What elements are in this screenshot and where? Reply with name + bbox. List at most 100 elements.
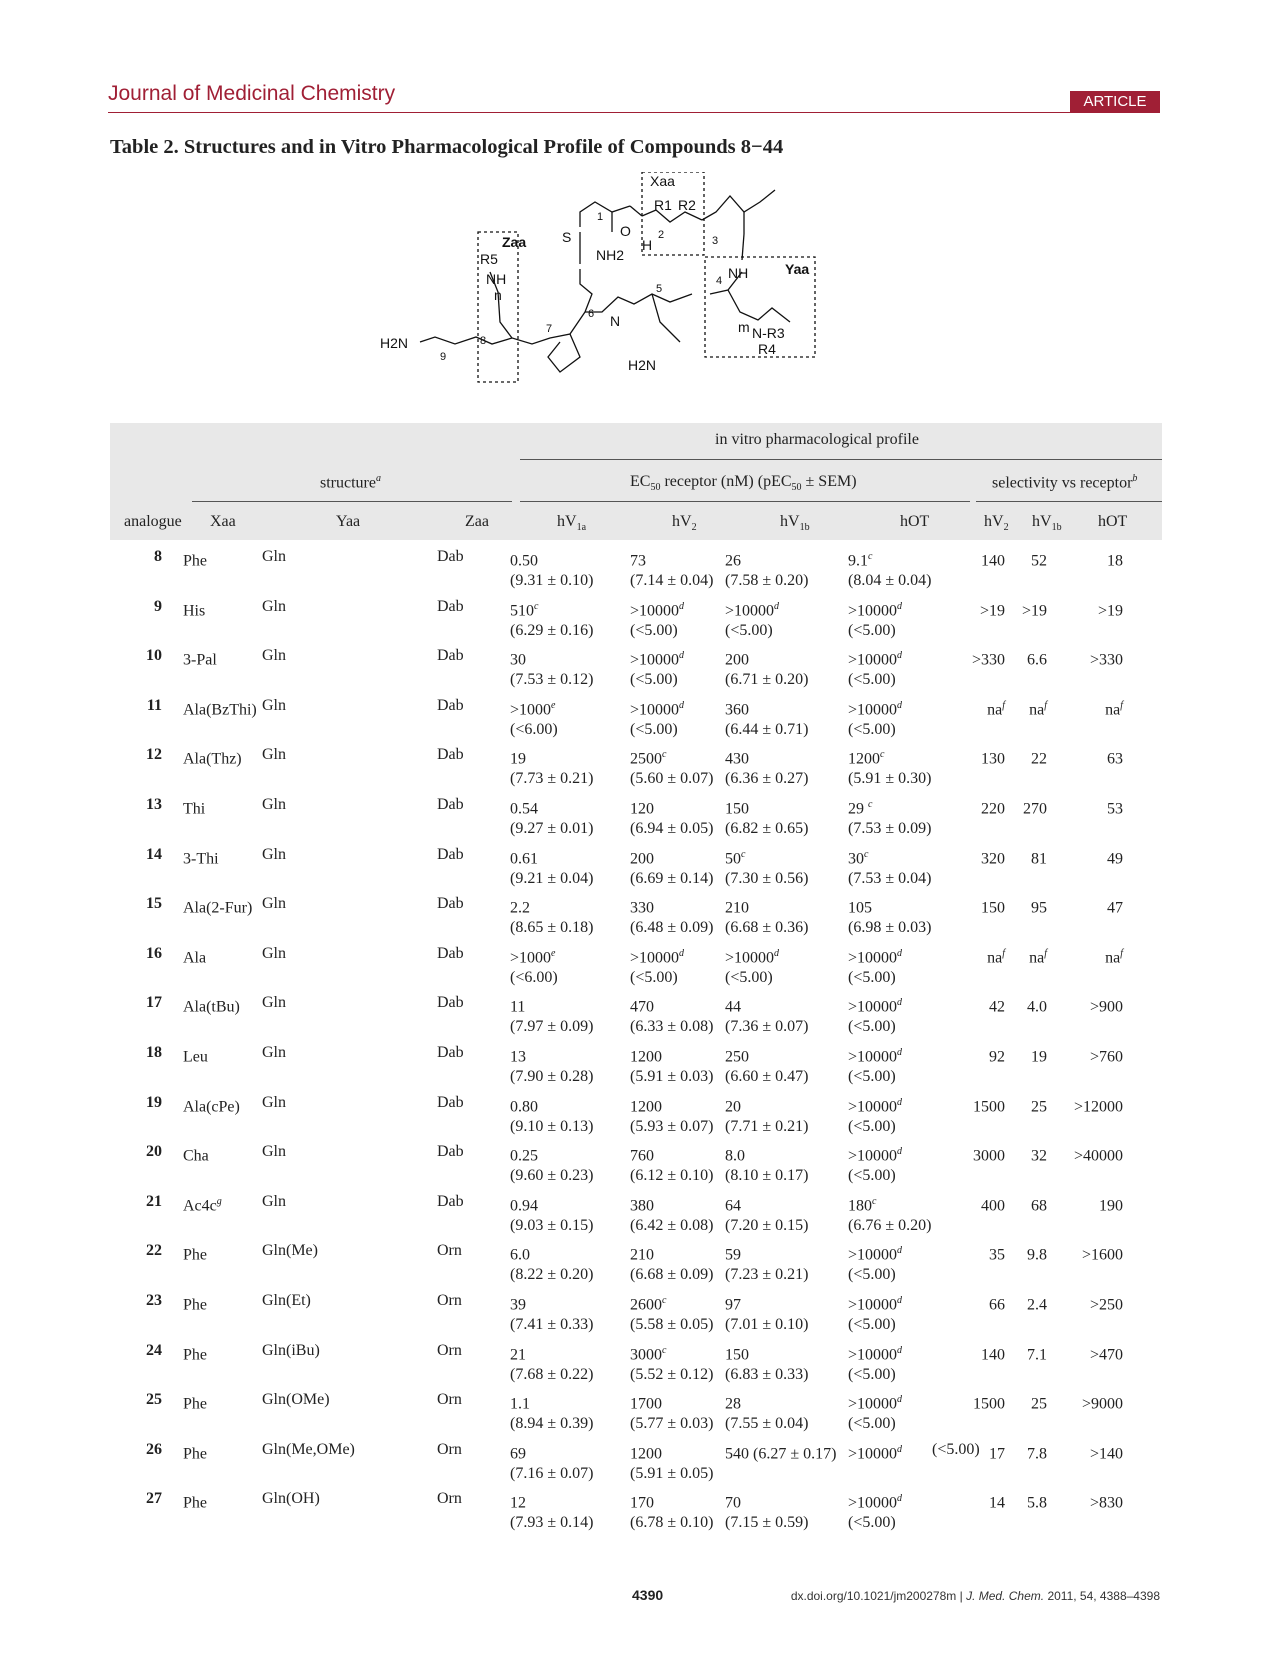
yaa-cell: Gln [262,697,286,714]
yaa-cell: Gln(OMe) [262,1391,330,1408]
selectivity-value: 42 [989,998,1005,1016]
analogue-id: 15 [146,895,162,912]
r3-label: N-R3 [752,325,785,341]
ec50-value: 69 [510,1445,526,1463]
selectivity-value: 47 [1107,899,1123,917]
xaa-cell: Phe [183,1346,207,1364]
selectivity-value: 68 [1031,1197,1047,1215]
yaa-cell: Gln(iBu) [262,1342,320,1359]
yaa-cell: Gln(OH) [262,1490,320,1507]
pec50-value: (7.93 ± 0.14) [510,1514,594,1531]
selectivity-value: 22 [1031,750,1047,768]
ec50-value: 50c [725,849,746,868]
analogue-id: 14 [146,846,162,863]
ec50-value: 73 [630,552,646,570]
pec50-value: (7.53 ± 0.09) [848,820,932,837]
article-badge: ARTICLE [1070,91,1160,113]
selectivity-value: naf [1029,948,1047,967]
selectivity-value: 92 [989,1048,1005,1066]
xaa-cell: 3-Thi [183,850,219,868]
pec50-value: (<5.00) [848,1316,896,1333]
ec50-value: 64 [725,1197,741,1215]
selectivity-value: >1600 [1081,1246,1123,1264]
selectivity-value: 220 [981,800,1005,818]
pos-5: 5 [656,283,662,295]
ec50-value: 59 [725,1246,741,1264]
pec50-value: (5.91 ± 0.30) [848,770,932,787]
ec50-value: >10000d [630,700,685,719]
ec50-value: 13 [510,1048,526,1066]
zaa-cell: Dab [437,1143,464,1160]
ec50-value: 210 [630,1246,654,1264]
page-number: 4390 [632,1587,664,1603]
xaa-cell: Ala(Thz) [183,750,242,768]
analogue-id: 11 [146,697,162,714]
pec50-value: (7.53 ± 0.04) [848,870,932,887]
col-yaa: Yaa [336,513,361,530]
pec50-value: (8.94 ± 0.39) [510,1415,594,1432]
selectivity-value: 9.8 [1027,1246,1047,1264]
ec50-value: 29 c [848,799,873,818]
pec50-value: (6.44 ± 0.71) [725,721,809,738]
ec50-value: 120 [630,800,654,818]
h2n-terminal-label: H2N [380,335,408,351]
analogue-id: 8 [154,548,162,565]
pec50-value: (7.16 ± 0.07) [510,1465,594,1482]
pec50-value: (7.15 ± 0.59) [725,1514,809,1531]
pec50-value: (7.68 ± 0.22) [510,1366,594,1383]
pec50-value: (<5.00) [848,1266,896,1283]
ec50-value: 1200c [848,749,885,768]
r1-label: R1 [654,197,672,213]
ec50-value: 3000c [630,1345,667,1364]
yaa-cell: Gln [262,796,286,813]
pec50-value: (5.91 ± 0.05) [630,1465,714,1482]
yaa-cell: Gln [262,1044,286,1061]
pec50-value: (7.23 ± 0.21) [725,1266,809,1283]
profile-header: in vitro pharmacological profile [715,431,919,448]
selectivity-value: >9000 [1081,1395,1123,1413]
selectivity-value: >330 [1089,651,1123,669]
pec50-value: (<5.00) [848,721,896,738]
zaa-cell: Dab [437,796,464,813]
zaa-cell: Orn [437,1292,462,1309]
nh2-label: NH2 [596,247,624,263]
ec50-value: >10000d [848,1146,903,1165]
ec50-value: 11 [510,998,526,1016]
col-sel-hv2: hV2 [984,513,1009,534]
ec50-value: 97 [725,1296,741,1314]
pec50-value: (5.93 ± 0.07) [630,1118,714,1135]
col-zaa: Zaa [465,513,489,530]
selectivity-value: 66 [989,1296,1005,1314]
yaa-cell: Gln(Me,OMe) [262,1441,355,1458]
ec50-value: >10000d [848,1493,903,1512]
col-hot: hOT [900,513,930,530]
selectivity-value: >830 [1089,1494,1123,1512]
pec50-value: (<5.00) [630,721,678,738]
col-analogue: analogue [124,513,182,530]
yaa-cell: Gln [262,1094,286,1111]
pec50-value: (<5.00) [848,1118,896,1135]
ec50-value: >10000d [848,1394,903,1413]
ec50-value: 44 [725,998,741,1016]
ec50-value: 39 [510,1296,526,1314]
analogue-id: 24 [146,1342,162,1359]
ec50-value: 200 [725,651,749,669]
selectivity-value: 19 [1031,1048,1047,1066]
yaa-cell: Gln [262,647,286,664]
o-label: O [620,223,631,239]
pec50-value: (6.36 ± 0.27) [725,770,809,787]
col-sel-hot: hOT [1098,513,1128,530]
doi-footer: dx.doi.org/10.1021/jm200278m | J. Med. C… [790,1589,1160,1603]
ec50-value: >10000d [848,700,903,719]
pec50-value: (7.90 ± 0.28) [510,1068,594,1085]
pos-9: 9 [440,351,446,363]
ec50-value: >10000d [630,948,685,967]
zaa-cell: Dab [437,1044,464,1061]
selectivity-value: 2.4 [1027,1296,1047,1314]
selectivity-value: 18 [1107,552,1123,570]
h-label: H [642,237,652,253]
ec50-value: 210 [725,899,749,917]
pec50-value: (6.60 ± 0.47) [725,1068,809,1085]
pos-8: 8 [480,335,486,347]
pec50-value: (6.78 ± 0.10) [630,1514,714,1531]
